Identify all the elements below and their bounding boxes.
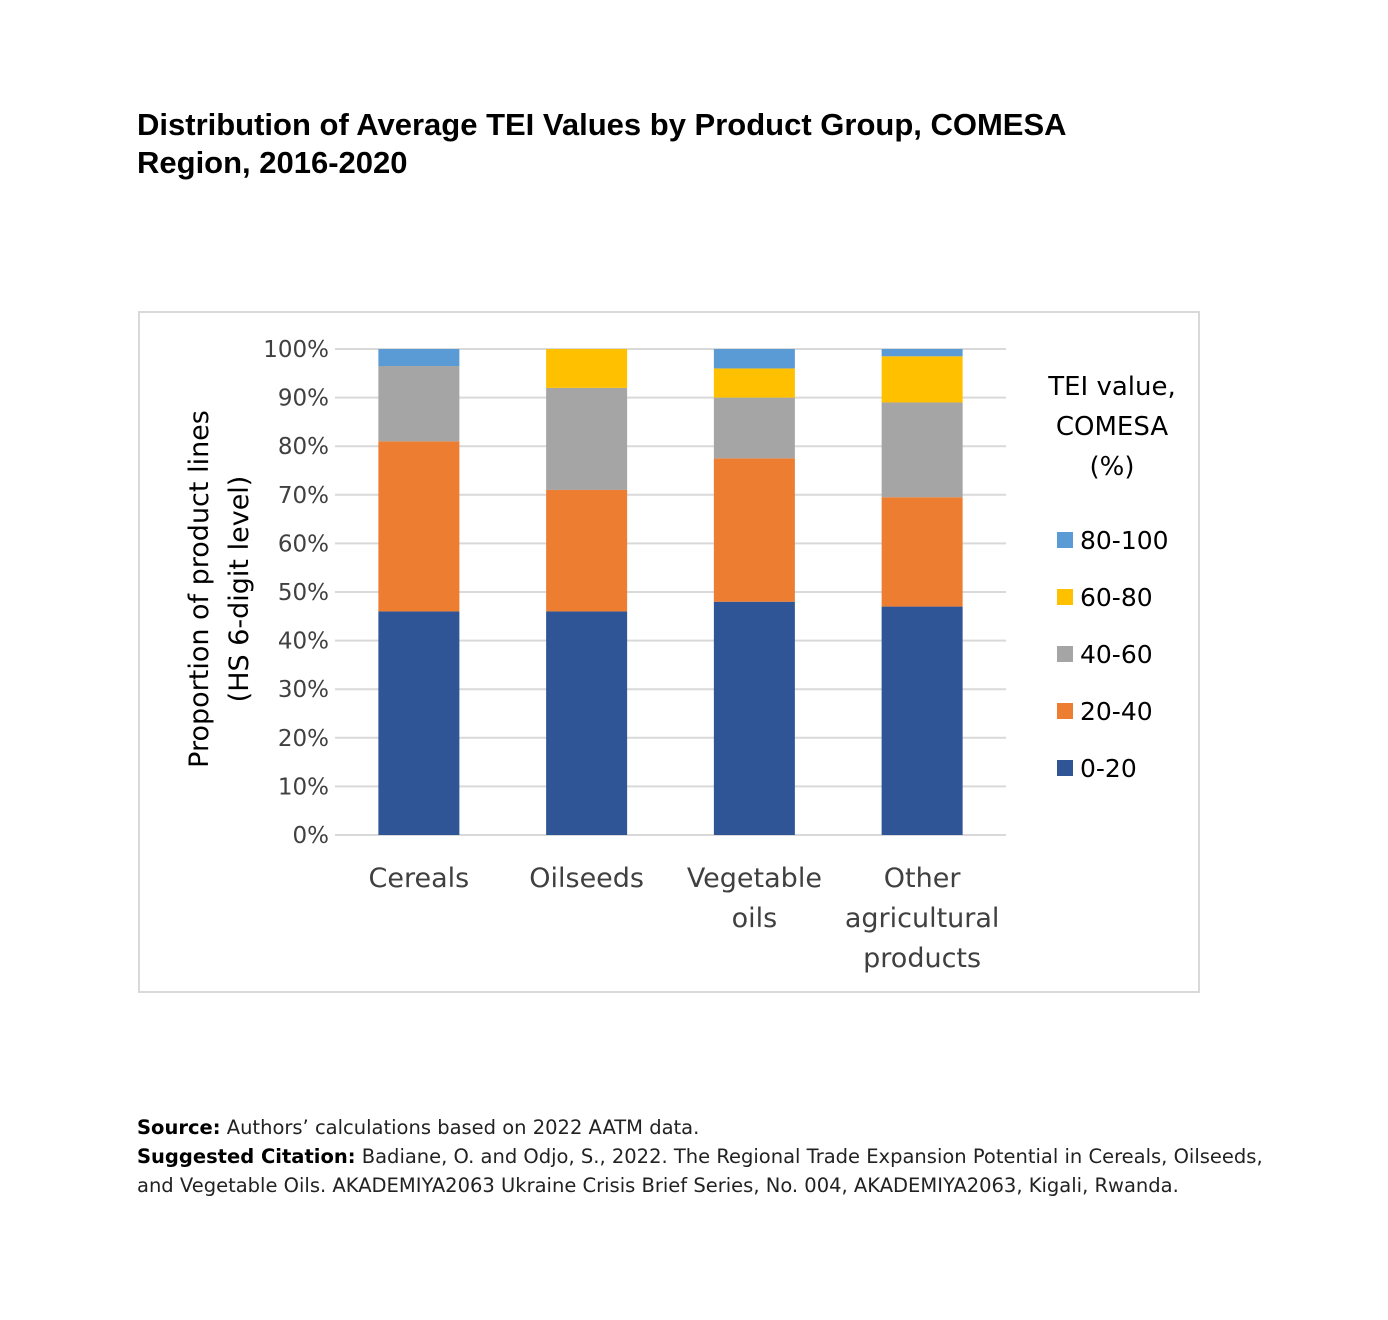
citation-line: Suggested Citation: Badiane, O. and Odjo… [137, 1142, 1337, 1171]
bar-segment [378, 349, 460, 367]
legend-title-line: TEI value, [1047, 372, 1176, 402]
category-label: Other [884, 863, 962, 894]
y-axis-label: Proportion of product lines (HS 6-digit l… [184, 410, 255, 768]
chart-title: Distribution of Average TEI Values by Pr… [137, 106, 1237, 182]
y-tick-label: 90% [278, 386, 329, 412]
legend-label: 0-20 [1080, 754, 1137, 783]
source-line: Source: Authors’ calculations based on 2… [137, 1113, 1337, 1142]
bar-segment [546, 489, 628, 612]
legend-swatch [1057, 532, 1073, 548]
legend-label: 60-80 [1080, 583, 1153, 612]
legend-title-line: (%) [1090, 452, 1135, 482]
bar-segment [881, 356, 963, 403]
bars [378, 349, 963, 835]
y-tick-label: 0% [293, 823, 330, 849]
category-label: oils [732, 903, 778, 934]
category-label: Oilseeds [529, 863, 644, 894]
bar-segment [713, 397, 795, 459]
source-text: Authors’ calculations based on 2022 AATM… [226, 1116, 700, 1139]
legend-swatch [1057, 703, 1073, 719]
y-tick-label: 50% [278, 580, 329, 606]
legend-swatch [1057, 760, 1073, 776]
source-label: Source: [137, 1116, 221, 1139]
citation-label: Suggested Citation: [137, 1145, 356, 1168]
y-tick-label: 30% [278, 677, 329, 703]
y-tick-label: 10% [278, 774, 329, 800]
footer: Source: Authors’ calculations based on 2… [137, 1113, 1337, 1200]
category-label: Cereals [369, 863, 470, 894]
category-labels: Cereals Oilseeds Vegetable oils Other agricul… [369, 863, 1000, 974]
y-axis-label-line: (HS 6-digit level) [224, 476, 255, 703]
bar-segment [881, 606, 963, 835]
legend: TEI value, COMESA (%) 80-100 60-80 40-60 20-40… [1047, 372, 1176, 783]
citation-line-2: and Vegetable Oils. AKADEMIYA2063 Ukrain… [137, 1171, 1337, 1200]
citation-text-2: and Vegetable Oils. AKADEMIYA2063 Ukrain… [137, 1174, 1179, 1197]
bar-segment [713, 458, 795, 602]
y-axis-label-line: Proportion of product lines [184, 410, 215, 768]
bar-segment [546, 387, 628, 490]
y-tick-labels: 0% 10% 20% 30% 40% 50% 60% 70% 80% 90% 100% [263, 337, 329, 849]
y-tick-label: 100% [263, 337, 329, 363]
chart-title-line-1: Distribution of Average TEI Values by Pr… [137, 107, 1067, 142]
bar-segment [713, 368, 795, 398]
bar-segment [378, 366, 460, 442]
chart-frame: 0% 10% 20% 30% 40% 50% 60% 70% 80% 90% 100% Cereal… [138, 311, 1200, 993]
category-label: agricultural [845, 903, 1000, 934]
y-tick-label: 80% [278, 434, 329, 460]
legend-label: 40-60 [1080, 640, 1153, 669]
legend-label: 80-100 [1080, 526, 1169, 555]
stacked-bar-chart: 0% 10% 20% 30% 40% 50% 60% 70% 80% 90% 100% Cereal… [184, 337, 1176, 974]
y-tick-label: 70% [278, 483, 329, 509]
category-label: products [863, 943, 981, 974]
bar-segment [713, 349, 795, 369]
bar-segment [546, 611, 628, 835]
legend-swatch [1057, 589, 1073, 605]
y-tick-label: 60% [278, 531, 329, 557]
category-label: Vegetable [687, 863, 822, 894]
legend-swatch [1057, 646, 1073, 662]
bar-segment [881, 497, 963, 607]
bar-segment [713, 601, 795, 835]
legend-title-line: COMESA [1056, 412, 1168, 442]
chart-title-line-2: Region, 2016-2020 [137, 145, 408, 180]
bar-segment [881, 402, 963, 498]
bar-segment [378, 611, 460, 835]
citation-text: Badiane, O. and Odjo, S., 2022. The Regi… [361, 1145, 1263, 1168]
y-tick-label: 40% [278, 629, 329, 655]
bar-segment [881, 349, 963, 357]
legend-label: 20-40 [1080, 697, 1153, 726]
bar-segment [378, 441, 460, 612]
bar-segment [546, 349, 628, 388]
y-tick-label: 20% [278, 726, 329, 752]
